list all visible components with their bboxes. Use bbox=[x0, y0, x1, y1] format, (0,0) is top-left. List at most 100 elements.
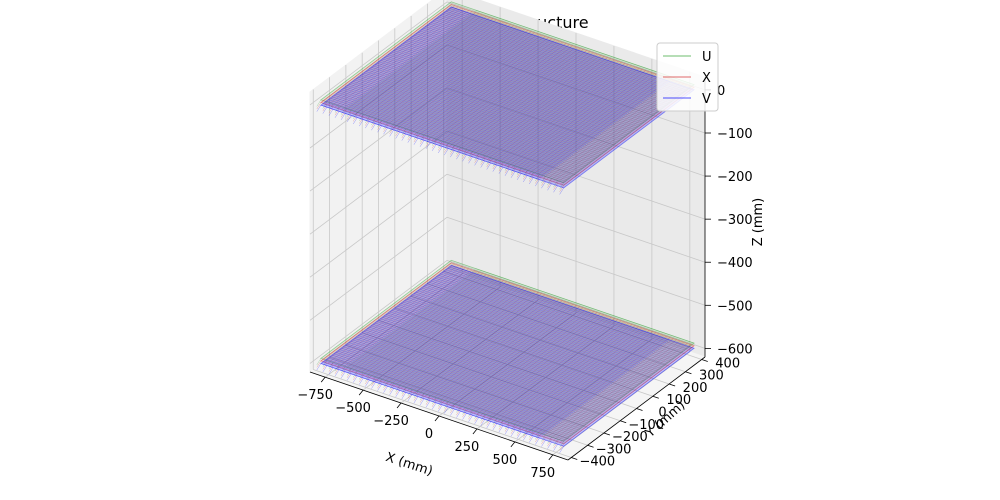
wire-end bbox=[328, 109, 334, 116]
grid-line-y bbox=[313, 369, 572, 458]
wire-end bbox=[383, 380, 388, 388]
wire bbox=[337, 350, 557, 426]
wire bbox=[380, 318, 600, 394]
grid-line-y bbox=[329, 356, 588, 446]
wire bbox=[413, 34, 633, 110]
wire-end bbox=[352, 112, 358, 119]
wire-end bbox=[383, 127, 388, 135]
wire bbox=[539, 78, 671, 178]
wire-end bbox=[522, 170, 528, 177]
x-tick-label: −500 bbox=[335, 401, 371, 416]
wire-end bbox=[328, 362, 334, 370]
wire bbox=[440, 294, 659, 370]
wire bbox=[345, 345, 564, 421]
wire-end bbox=[456, 152, 461, 160]
wire bbox=[401, 65, 620, 141]
wire-end bbox=[492, 162, 498, 170]
wire bbox=[358, 275, 490, 375]
wire-end bbox=[352, 370, 358, 378]
wire bbox=[389, 311, 609, 387]
wire-end bbox=[444, 148, 449, 156]
wire bbox=[334, 267, 466, 366]
wire bbox=[473, 56, 605, 155]
wire bbox=[436, 39, 656, 115]
wire bbox=[528, 333, 660, 433]
wire-end bbox=[389, 124, 394, 132]
wire bbox=[391, 51, 611, 127]
wire-sheet-X-bottom bbox=[316, 262, 695, 451]
wire bbox=[525, 74, 657, 173]
wire-end bbox=[383, 386, 388, 393]
wire bbox=[421, 287, 641, 363]
wire-end bbox=[492, 418, 498, 426]
wire bbox=[374, 343, 594, 420]
wire-end bbox=[425, 395, 431, 403]
wire bbox=[387, 334, 607, 410]
wire bbox=[380, 339, 600, 415]
wire bbox=[421, 308, 641, 384]
wire-layers bbox=[316, 1, 695, 454]
wire-end bbox=[498, 167, 504, 174]
legend: UXV bbox=[656, 42, 719, 112]
wire bbox=[447, 9, 667, 85]
wire-end bbox=[377, 384, 382, 391]
wire-end bbox=[522, 175, 528, 183]
wire bbox=[404, 321, 624, 397]
wire bbox=[400, 31, 532, 130]
wire-end bbox=[516, 429, 522, 436]
wire-end bbox=[365, 116, 370, 124]
wire bbox=[459, 310, 591, 409]
wire-end bbox=[450, 406, 455, 414]
wire-end bbox=[359, 119, 364, 127]
wire-end bbox=[444, 404, 449, 412]
wire-end bbox=[328, 103, 334, 111]
wire-end bbox=[456, 408, 461, 416]
wire bbox=[361, 73, 581, 150]
wire-end bbox=[437, 143, 443, 151]
wire bbox=[331, 266, 462, 365]
wire-end bbox=[462, 149, 467, 157]
wire-end bbox=[371, 379, 376, 387]
wire-sheet-U-top bbox=[316, 1, 695, 190]
wire bbox=[367, 328, 587, 404]
wire-sheet-V-bottom bbox=[316, 264, 695, 454]
wire bbox=[399, 325, 618, 401]
wire bbox=[438, 16, 657, 92]
wire-end bbox=[468, 409, 473, 417]
wire bbox=[383, 25, 514, 124]
wire-end bbox=[389, 127, 394, 134]
wire bbox=[535, 77, 667, 176]
wire-end bbox=[383, 122, 388, 130]
grid-line-z bbox=[309, 1, 448, 106]
wire-end bbox=[468, 151, 473, 159]
wire bbox=[354, 338, 573, 414]
wire bbox=[460, 279, 680, 355]
wire-end bbox=[383, 125, 388, 132]
wire bbox=[395, 70, 615, 146]
y-tick-label: −200 bbox=[612, 430, 648, 445]
wire bbox=[384, 57, 603, 133]
wire-end bbox=[359, 114, 364, 122]
wire bbox=[348, 363, 568, 439]
wire bbox=[501, 65, 632, 165]
wire bbox=[430, 280, 650, 356]
wire bbox=[415, 33, 635, 109]
wire bbox=[483, 59, 615, 159]
wire bbox=[440, 273, 659, 349]
wire-end bbox=[516, 168, 522, 175]
wire bbox=[469, 14, 689, 90]
wire bbox=[399, 67, 618, 143]
wire bbox=[514, 70, 646, 169]
wire bbox=[462, 278, 682, 354]
y-tick-label: 200 bbox=[683, 381, 708, 396]
wire-end bbox=[413, 391, 419, 399]
wire bbox=[376, 321, 596, 397]
wire-end bbox=[553, 441, 558, 449]
wire bbox=[458, 22, 678, 98]
wire-end bbox=[486, 162, 492, 170]
x-tick-label: −250 bbox=[373, 414, 409, 429]
wire bbox=[404, 41, 624, 117]
wire-end bbox=[389, 129, 394, 137]
x-tick-label: 500 bbox=[492, 453, 517, 468]
wire bbox=[425, 284, 644, 360]
